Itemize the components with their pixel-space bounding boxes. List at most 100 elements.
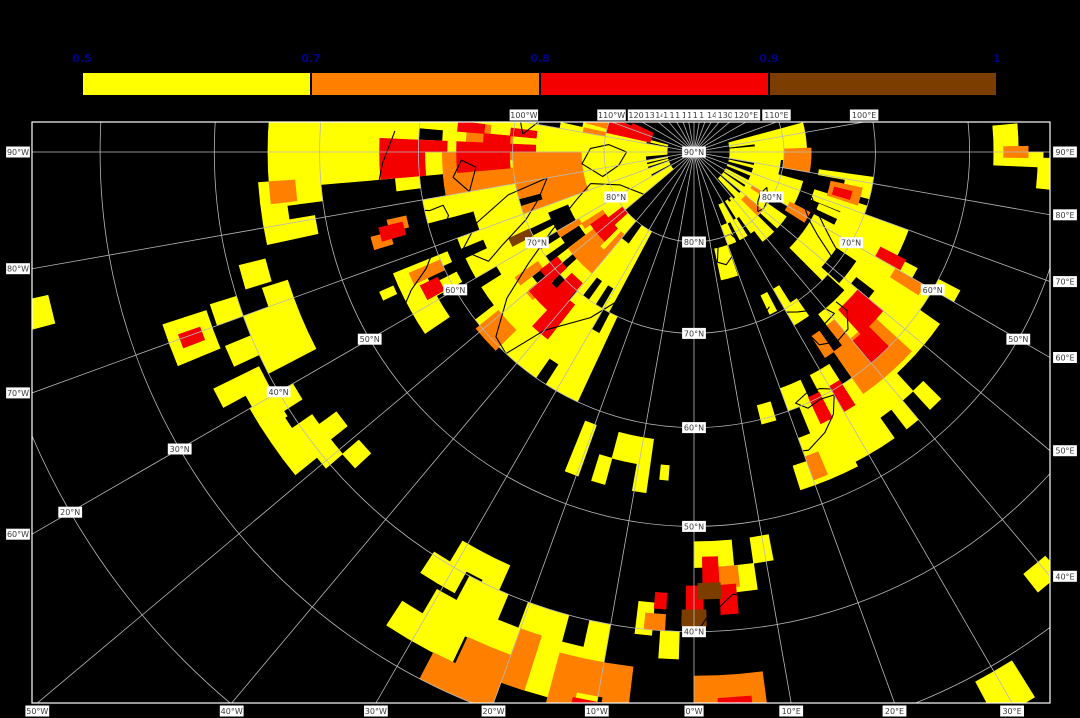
edge-label-bottom-text: 10°W: [586, 707, 608, 716]
edge-label-right-text: 40°E: [1055, 572, 1074, 581]
latitude-chip-text: 60°N: [923, 286, 943, 295]
colorbar-tick: 0.7: [301, 52, 321, 65]
coastline: [324, 299, 360, 381]
latitude-chip: 40°N: [682, 626, 706, 638]
edge-label-right: 70°E: [1053, 276, 1077, 288]
latitude-chip-text: 40°N: [269, 388, 289, 397]
latitude-chip-text: 30°N: [170, 445, 190, 454]
data-cell: [553, 299, 576, 323]
data-cell: [319, 151, 346, 169]
latitude-chip-bg: [920, 284, 945, 296]
graticule-meridian: [693, 151, 895, 703]
graticule-meridian: [693, 151, 1050, 216]
data-cell: [272, 78, 301, 100]
data-cell: [446, 98, 471, 113]
graticule-parallel: [99, 122, 1050, 703]
data-cell: [482, 151, 511, 162]
colorbar-segment-red: [540, 72, 769, 96]
latitude-chip-bg: [1006, 333, 1031, 345]
edge-label-bottom-text: 30°W: [365, 707, 387, 716]
edge-label-top: 100°E: [849, 109, 879, 121]
edge-label-left: 80°W: [6, 263, 30, 275]
data-cell: [701, 556, 720, 587]
graticule-meridian: [375, 151, 695, 703]
data-cell: [370, 122, 397, 127]
data-cell: [344, 136, 371, 153]
edge-label-bottom-bg: [584, 705, 609, 717]
data-cell: [717, 695, 753, 703]
data-cell: [557, 145, 581, 153]
colorbar-tick: 1: [993, 52, 1001, 65]
colorbar-segment-brown: [769, 72, 997, 96]
data-cell: [561, 277, 583, 300]
edge-label-bottom: 40°W: [219, 705, 244, 717]
data-cell: [238, 258, 272, 290]
edge-label-right-bg: [1053, 276, 1077, 288]
colorbar-tick: 0.9: [759, 52, 779, 65]
data-cell: [535, 144, 559, 153]
edge-label-top-text: 110°W: [598, 111, 625, 120]
latitude-chip-text: 50°N: [1008, 335, 1028, 344]
data-cell: [627, 134, 651, 143]
edge-label-top-text: 120°E: [734, 111, 758, 120]
latitude-chip: 40°N: [266, 386, 291, 398]
latitude-chip-bg: [357, 333, 382, 345]
latitude-chip-bg: [604, 191, 628, 203]
colorbar-tick: 0.8: [530, 52, 550, 65]
graticule-meridian: [231, 151, 695, 703]
graticule-meridian: [32, 151, 695, 535]
edge-label-bottom: 0°W: [684, 705, 704, 717]
latitude-chip-text: 50°N: [684, 522, 704, 531]
data-cell: [602, 663, 634, 702]
latitude-chip: 70°N: [682, 327, 706, 339]
latitude-chip-text: 70°N: [841, 239, 861, 248]
data-cell: [739, 671, 767, 703]
data-cell: [1035, 172, 1050, 190]
edge-label-top: 130°E: [715, 109, 744, 121]
edge-label-left-text: 60°W: [7, 530, 29, 539]
data-cell: [419, 122, 445, 131]
edge-label-top: 120°W: [627, 109, 657, 121]
data-cell: [722, 172, 745, 190]
data-cell: [379, 164, 404, 180]
coastline: [779, 301, 849, 346]
data-cell: [300, 65, 329, 87]
latitude-chip-bg: [682, 422, 706, 434]
latitude-chip-text: 50°N: [360, 335, 380, 344]
edge-label-bottom-text: 40°W: [221, 707, 243, 716]
coastline: [785, 388, 835, 454]
edge-label-bottom: 10°W: [584, 705, 609, 717]
edge-label-right: 90°E: [1053, 146, 1077, 158]
coastline: [495, 183, 667, 355]
data-cell: [283, 331, 317, 362]
graticule-meridian: [596, 151, 695, 703]
data-cell: [1023, 555, 1050, 593]
data-cell: [718, 175, 740, 196]
edge-label-right-text: 80°E: [1055, 211, 1074, 220]
latitude-chip-bg: [167, 443, 192, 455]
latitude-chip: 60°N: [920, 284, 945, 296]
edge-label-left-bg: [6, 263, 30, 275]
graticule-meridian: [693, 151, 1050, 577]
data-cell: [424, 139, 448, 153]
edge-label-bottom: 30°W: [364, 705, 388, 717]
edge-label-left: 90°W: [6, 146, 30, 158]
edge-label-top: 100°W: [509, 109, 539, 121]
data-cell: [756, 401, 777, 425]
graticule-meridian: [693, 151, 1050, 452]
data-cell: [600, 224, 618, 242]
data-cell: [417, 306, 450, 334]
data-cell: [293, 134, 321, 153]
data-cell: [369, 123, 396, 140]
data-cell: [464, 122, 469, 123]
data-cell: [610, 705, 636, 718]
coastline: [376, 130, 450, 343]
edge-label-bottom-bg: [364, 705, 388, 717]
colorbar-segment-orange: [311, 72, 540, 96]
latitude-chip: 30°N: [167, 443, 192, 455]
data-cell: [401, 138, 426, 153]
pole-chip-bg: [682, 146, 706, 158]
data-cell: [636, 437, 654, 467]
data-cell: [646, 158, 669, 167]
latitude-chip-bg: [58, 506, 83, 518]
